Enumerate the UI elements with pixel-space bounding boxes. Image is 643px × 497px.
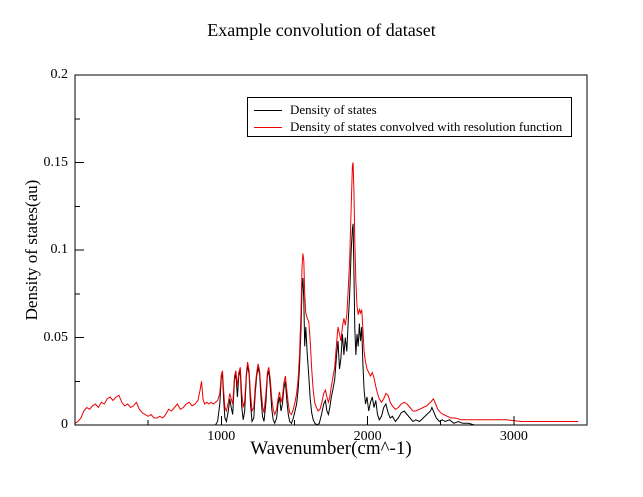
legend-item: Density of states convolved with resolut… xyxy=(254,118,562,136)
legend-line-red xyxy=(254,126,282,128)
y-tick-label: 0.2 xyxy=(50,67,69,82)
legend-label: Density of states convolved with resolut… xyxy=(290,119,563,134)
y-tick-label: 0.15 xyxy=(43,154,69,170)
y-tick-label: 0 xyxy=(61,417,68,432)
legend: Density of states Density of states conv… xyxy=(247,97,572,137)
x-tick-label: 3000 xyxy=(499,429,528,444)
y-tick-label: 0.1 xyxy=(50,242,69,257)
x-axis-label: Wavenumber(cm^-1) xyxy=(250,438,412,459)
legend-line-black xyxy=(254,109,282,111)
legend-item: Density of states xyxy=(254,101,377,119)
chart-title: Example convolution of dataset xyxy=(207,20,436,40)
legend-label: Density of states xyxy=(290,102,377,117)
x-tick-label: 1000 xyxy=(207,429,236,444)
x-tick-label: 2000 xyxy=(353,429,382,444)
y-axis-label: Density of states(au) xyxy=(22,179,41,321)
y-tick-label: 0.05 xyxy=(43,329,69,345)
